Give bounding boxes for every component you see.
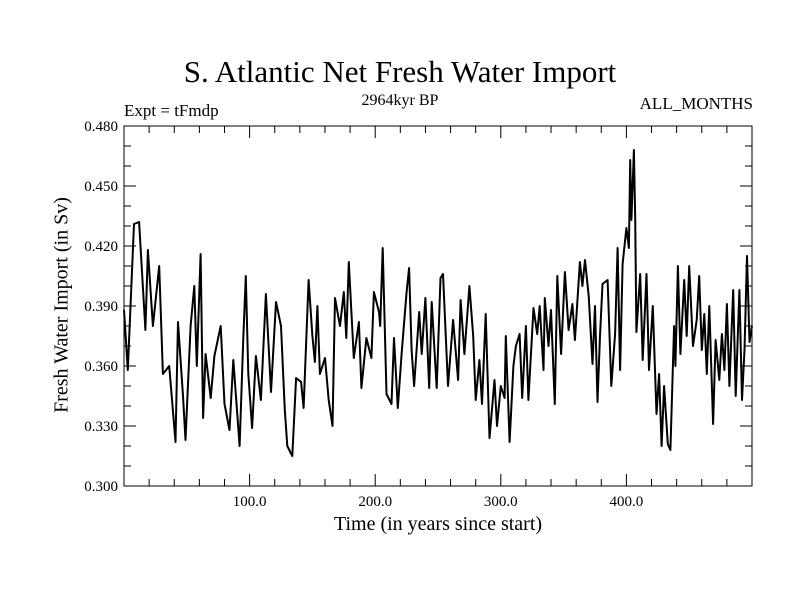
y-tick-label: 0.300 [84, 479, 118, 495]
experiment-label: Expt = tFmdp [124, 101, 219, 120]
y-tick-label: 0.480 [84, 119, 118, 135]
months-label: ALL_MONTHS [639, 94, 753, 113]
x-tick-label: 300.0 [484, 494, 518, 510]
plot-frame [123, 125, 753, 487]
y-tick-label: 0.360 [84, 359, 118, 375]
y-tick-label: 0.390 [84, 299, 118, 315]
data-series-line [123, 149, 753, 457]
x-tick-label: 200.0 [358, 494, 392, 510]
y-tick-label: 0.420 [84, 239, 118, 255]
chart-title: S. Atlantic Net Fresh Water Import [183, 54, 617, 89]
y-tick-label: 0.330 [84, 419, 118, 435]
x-axis-label: Time (in years since start) [333, 513, 543, 535]
x-tick-label: 400.0 [610, 494, 644, 510]
x-tick-label: 100.0 [233, 494, 267, 510]
chart-subtitle: 2964kyr BP [361, 92, 439, 109]
y-tick-label: 0.450 [84, 179, 118, 195]
